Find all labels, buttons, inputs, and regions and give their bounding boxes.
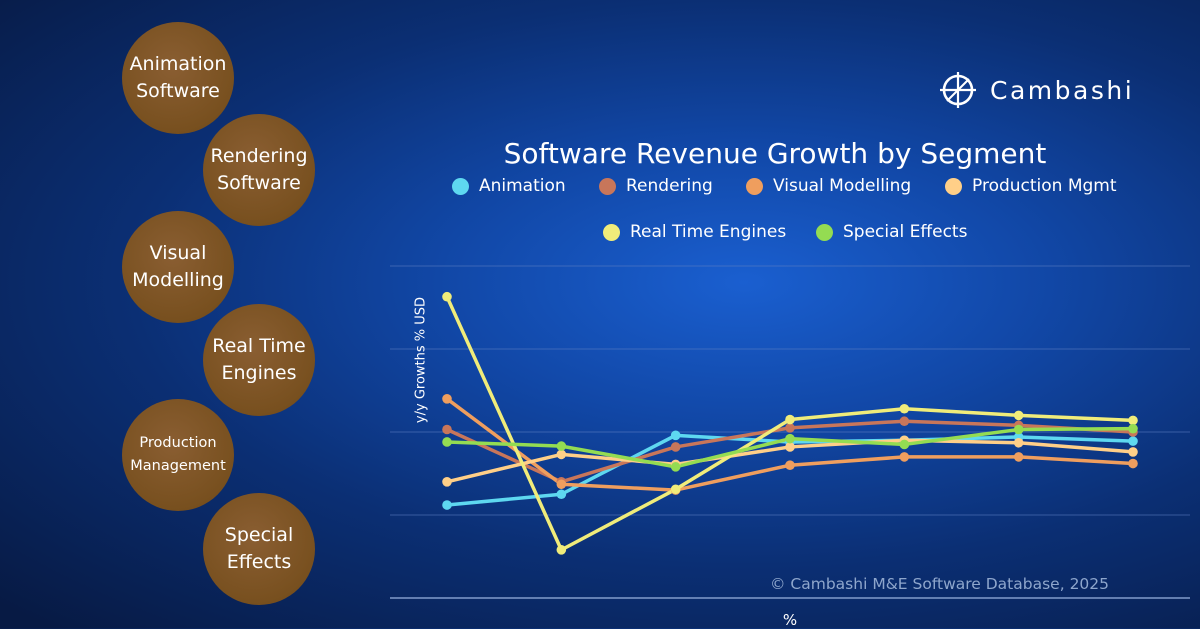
data-point-special-effects [1128,423,1138,434]
legend-item-animation: Animation [452,176,566,196]
segment-animation-software: Animation Software [122,22,234,134]
data-point-production-mgmt [556,449,567,460]
data-point-real-time-engines [785,414,795,425]
data-point-rendering [670,442,681,452]
data-point-special-effects [670,462,681,472]
segment-label: Production Management [130,435,226,474]
data-point-visual-modelling [556,479,567,490]
segment-label: Real Time Engines [212,335,306,384]
segment-label: Rendering Software [210,145,308,194]
legend-marker [746,177,763,195]
legend-label: Production Mgmt [972,176,1117,196]
data-point-animation [670,430,681,441]
legend-label: Animation [479,176,566,196]
data-point-special-effects [785,433,795,444]
legend-marker [599,177,616,195]
data-point-real-time-engines [1013,410,1024,421]
segment-special-effects: Special Effects [203,493,315,605]
segment-production-management: Production Management [122,399,234,511]
y-axis-label-text: y/y Growths % USD [413,296,429,424]
data-point-real-time-engines [899,403,910,414]
segment-label: Animation Software [129,53,227,102]
data-point-animation [556,489,567,500]
segment-label: Visual Modelling [132,242,224,291]
legend-label: Special Effects [843,222,968,242]
data-point-real-time-engines [442,291,452,302]
legend-marker [945,177,962,195]
data-point-special-effects [442,437,452,447]
data-point-production-mgmt [1013,437,1024,448]
data-point-special-effects [899,439,910,450]
segment-visual-modelling: Visual Modelling [122,211,234,323]
data-point-animation [1128,436,1138,446]
segment-rendering-software: Rendering Software [203,114,315,226]
data-point-visual-modelling [899,452,910,462]
data-point-rendering [785,423,795,433]
chart-title: Software Revenue Growth by Segment [503,137,1047,170]
data-point-production-mgmt [785,442,795,452]
cambashi-logo: Cambashi [938,70,1134,110]
data-point-visual-modelling [1128,458,1138,469]
legend-item-visual-modelling: Visual Modelling [746,176,911,196]
legend-label: Rendering [626,176,713,196]
legend-marker [452,177,469,195]
data-point-special-effects [1013,424,1024,435]
data-point-visual-modelling [785,460,795,471]
data-point-visual-modelling [1013,452,1024,462]
crosshair-logo-icon [940,72,976,108]
data-point-real-time-engines [670,484,681,495]
data-point-special-effects [556,441,567,451]
legend-item-real-time-engines: Real Time Engines [603,222,786,242]
legend-label: Visual Modelling [773,176,912,196]
legend-item-rendering: Rendering [599,176,713,196]
segment-label: Special Effects [224,524,294,573]
legend-item-production-mgmt: Production Mgmt [945,176,1117,196]
data-point-rendering [899,416,910,427]
legend-marker [603,223,620,241]
logo-text: Cambashi [990,75,1135,105]
copyright-notice: © Cambashi M&E Software Database, 2025 [770,575,1110,593]
data-point-rendering [442,424,452,435]
segment-real-time-engines: Real Time Engines [203,304,315,416]
x-axis-label: % [782,611,798,629]
data-point-real-time-engines [1128,415,1138,426]
legend-marker [816,223,833,241]
legend-item-special-effects: Special Effects [816,222,967,242]
data-point-real-time-engines [556,545,567,555]
data-point-production-mgmt [442,477,452,487]
data-point-production-mgmt [1128,447,1138,457]
data-point-visual-modelling [442,394,452,404]
legend-label: Real Time Engines [630,222,787,242]
data-point-animation [442,500,452,510]
